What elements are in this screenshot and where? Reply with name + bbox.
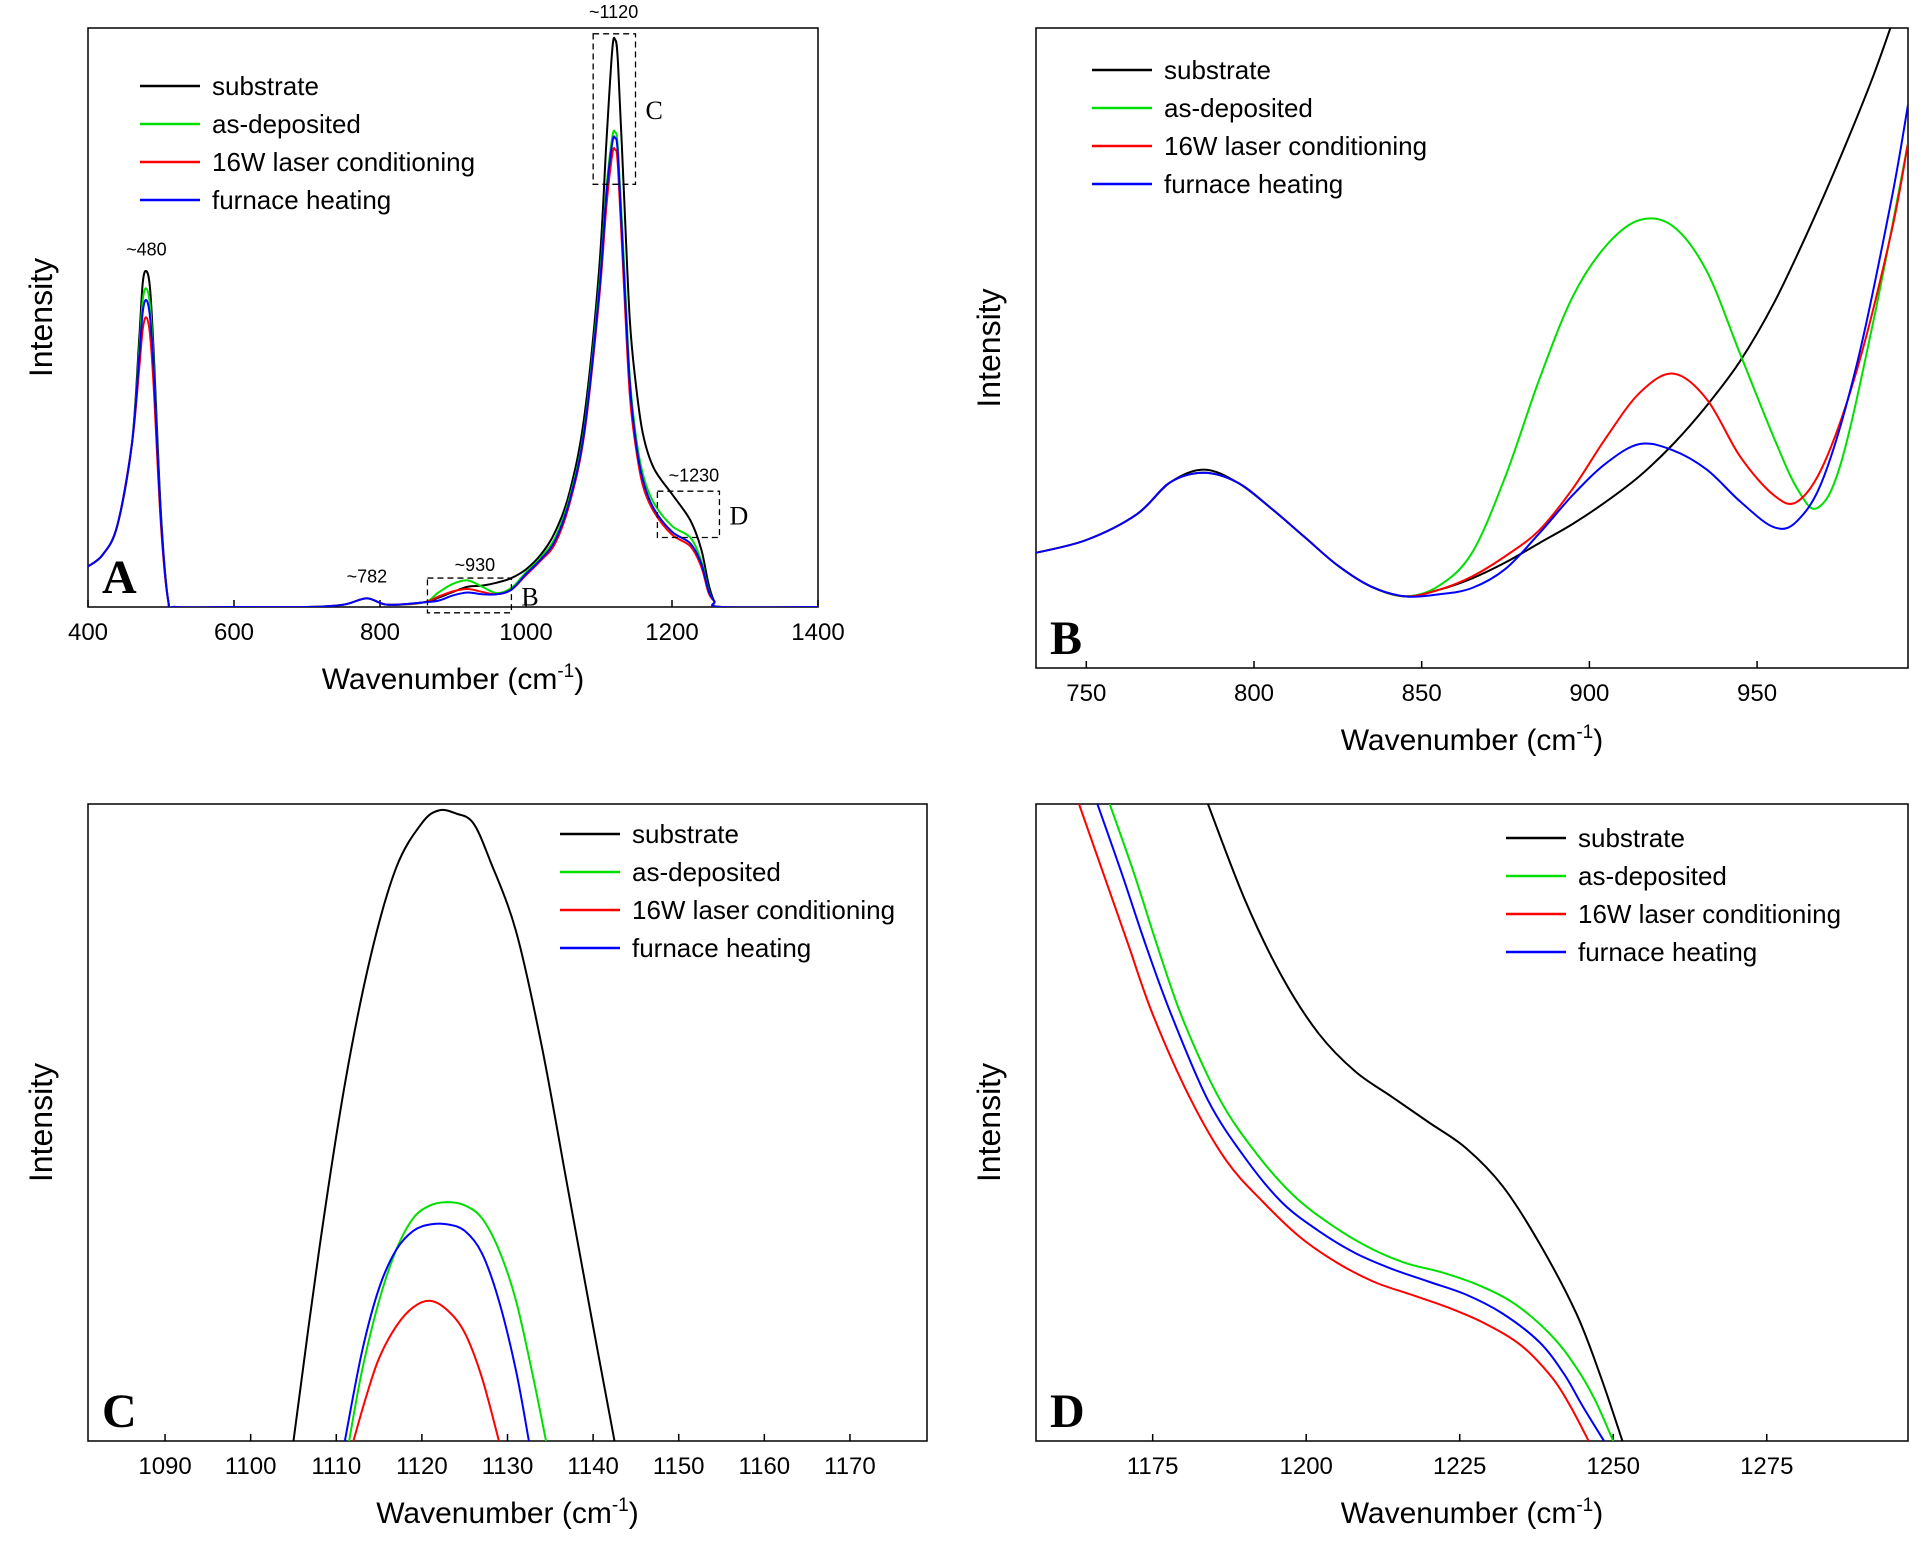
zoom-box-label: B bbox=[521, 582, 538, 611]
series-group bbox=[292, 808, 616, 1441]
x-tick-label: 1250 bbox=[1587, 1453, 1640, 1480]
y-axis-label: Intensity bbox=[23, 258, 59, 377]
series-line-furnace-heating bbox=[343, 1222, 530, 1441]
x-axis-label: Wavenumber (cm-1) bbox=[1341, 722, 1604, 757]
series-line-furnace-heating bbox=[88, 135, 818, 607]
panel-d: 1175 1200 1225 1250 1275 Wavenumber (cm-1) Int… bbox=[971, 803, 1909, 1530]
x-tick-label: 950 bbox=[1737, 680, 1777, 707]
series-line-16w-laser-conditioning bbox=[1078, 804, 1590, 1441]
plot-frame-d bbox=[1035, 803, 1909, 1442]
x-tick-label: 1225 bbox=[1433, 1453, 1486, 1480]
series-line-furnace-heating bbox=[1036, 104, 1908, 598]
panel-c: 1090 1100 1110 1120 1130 1140 1150 1160 1170 Wave… bbox=[23, 803, 928, 1530]
series-line-as-deposited bbox=[88, 129, 818, 607]
legend-label-substrate: substrate bbox=[212, 71, 319, 101]
legend-label-substrate: substrate bbox=[1578, 823, 1685, 853]
x-tick-label: 1110 bbox=[311, 1453, 361, 1480]
panel-letter: C bbox=[102, 1385, 137, 1438]
x-tick-label: 1000 bbox=[499, 619, 552, 646]
y-axis-label: Intensity bbox=[971, 1063, 1007, 1182]
peak-annotation: ~480 bbox=[126, 240, 167, 260]
x-tick-label: 1100 bbox=[225, 1453, 277, 1480]
panel-b: 750 800 850 900 950 Wavenumber (cm-1) Intensit… bbox=[971, 27, 1909, 757]
panel-a: 400 600 800 1000 1200 1400 Wavenumber (cm-1) In… bbox=[23, 2, 845, 696]
peak-annotation: ~782 bbox=[347, 567, 388, 587]
x-tick-label: 1090 bbox=[138, 1453, 191, 1480]
legend-label-substrate: substrate bbox=[1164, 55, 1271, 85]
plot-frame-a bbox=[87, 27, 819, 608]
x-tick-label: 1200 bbox=[1280, 1453, 1333, 1480]
legend-label-as-deposited: as-deposited bbox=[212, 109, 361, 139]
zoom-box-label: C bbox=[646, 96, 663, 125]
series-line-substrate bbox=[292, 808, 616, 1441]
x-tick-label: 400 bbox=[68, 619, 108, 646]
x-axis-label: Wavenumber (cm-1) bbox=[376, 1495, 639, 1530]
x-tick-label: 1400 bbox=[791, 619, 844, 646]
legend-label-16w-laser-conditioning: 16W laser conditioning bbox=[1578, 899, 1841, 929]
legend-label-furnace-heating: furnace heating bbox=[1578, 937, 1757, 967]
legend: substrate as-deposited 16W laser condition… bbox=[140, 71, 475, 215]
x-tick-label: 1120 bbox=[396, 1453, 448, 1480]
series-line-substrate bbox=[1036, 28, 1892, 598]
plot-frame-b bbox=[1035, 27, 1909, 669]
legend: substrate as-deposited 16W laser condition… bbox=[1092, 55, 1427, 199]
legend-label-substrate: substrate bbox=[632, 819, 739, 849]
y-axis-label: Intensity bbox=[971, 288, 1007, 407]
series-line-as-deposited bbox=[348, 1201, 548, 1441]
series-line-as-deposited bbox=[1108, 804, 1615, 1441]
peak-annotation: ~930 bbox=[455, 555, 496, 575]
peak-annotation: ~1120 bbox=[589, 2, 638, 22]
panel-letter: A bbox=[102, 551, 137, 604]
legend-label-16w-laser-conditioning: 16W laser conditioning bbox=[632, 895, 895, 925]
panel-letter: D bbox=[1050, 1385, 1085, 1438]
x-axis-label: Wavenumber (cm-1) bbox=[1341, 1495, 1604, 1530]
x-tick-label: 600 bbox=[214, 619, 254, 646]
x-tick-label: 1160 bbox=[739, 1453, 791, 1480]
x-tick-label: 1175 bbox=[1127, 1453, 1179, 1480]
legend-label-as-deposited: as-deposited bbox=[632, 857, 781, 887]
series-group bbox=[1036, 28, 1908, 598]
legend-label-furnace-heating: furnace heating bbox=[632, 933, 811, 963]
zoom-box-d bbox=[656, 490, 721, 539]
series-line-16w-laser-conditioning bbox=[88, 147, 818, 607]
x-tick-label: 1150 bbox=[653, 1453, 705, 1480]
x-tick-label: 1140 bbox=[567, 1453, 619, 1480]
x-axis-label: Wavenumber (cm-1) bbox=[322, 661, 585, 696]
legend-label-furnace-heating: furnace heating bbox=[212, 185, 391, 215]
zoom-box-c bbox=[592, 33, 637, 185]
x-tick-label: 900 bbox=[1569, 680, 1609, 707]
panel-letter: B bbox=[1050, 612, 1082, 665]
x-tick-label: 1130 bbox=[482, 1453, 534, 1480]
x-tick-label: 850 bbox=[1402, 680, 1442, 707]
series-line-16w-laser-conditioning bbox=[352, 1299, 500, 1441]
series-line-substrate bbox=[1207, 804, 1624, 1441]
legend-label-16w-laser-conditioning: 16W laser conditioning bbox=[212, 147, 475, 177]
x-tick-label: 1170 bbox=[824, 1453, 876, 1480]
y-axis-label: Intensity bbox=[23, 1063, 59, 1182]
zoom-box-b bbox=[426, 577, 513, 614]
panels-layer: 400 600 800 1000 1200 1400 Wavenumber (cm-1) In… bbox=[23, 2, 1909, 1530]
legend-label-furnace-heating: furnace heating bbox=[1164, 169, 1343, 199]
zoom-box-label: D bbox=[729, 501, 748, 530]
legend-label-as-deposited: as-deposited bbox=[1164, 93, 1313, 123]
legend-label-16w-laser-conditioning: 16W laser conditioning bbox=[1164, 131, 1427, 161]
x-tick-label: 800 bbox=[1234, 680, 1274, 707]
x-tick-label: 1200 bbox=[645, 619, 698, 646]
series-group bbox=[1078, 804, 1624, 1441]
legend-label-as-deposited: as-deposited bbox=[1578, 861, 1727, 891]
x-tick-label: 1275 bbox=[1740, 1453, 1793, 1480]
legend: substrate as-deposited 16W laser condition… bbox=[1506, 823, 1841, 967]
peak-annotation: ~1230 bbox=[669, 465, 720, 485]
legend: substrate as-deposited 16W laser condition… bbox=[560, 819, 895, 963]
x-tick-label: 800 bbox=[360, 619, 400, 646]
x-tick-label: 750 bbox=[1066, 680, 1106, 707]
series-line-furnace-heating bbox=[1096, 804, 1605, 1441]
